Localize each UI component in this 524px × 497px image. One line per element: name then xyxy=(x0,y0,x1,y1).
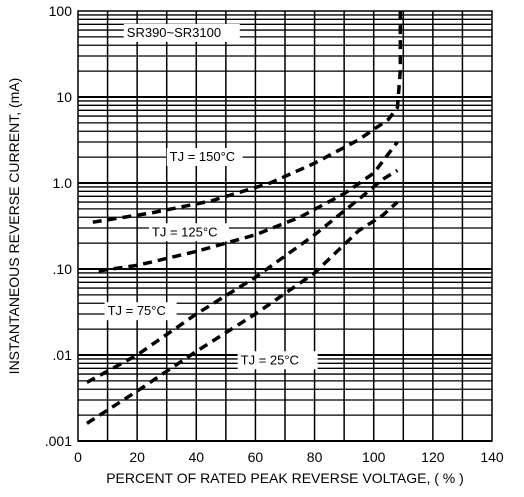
y-tick-label: .001 xyxy=(45,433,72,449)
y-tick-label: 10 xyxy=(56,89,72,105)
x-tick-label: 140 xyxy=(480,449,504,465)
series-label: TJ = 75°C xyxy=(108,303,166,318)
series-label: TJ = 150°C xyxy=(170,149,236,164)
x-tick-label: 20 xyxy=(129,449,145,465)
x-tick-label: 40 xyxy=(188,449,204,465)
tick-labels: 0 20 40 60 80 100 120 140 .001 .01 .10 1.0 10 100 xyxy=(45,3,504,465)
x-tick-label: 80 xyxy=(307,449,323,465)
grid xyxy=(78,11,492,441)
y-tick-label: 100 xyxy=(49,3,73,19)
y-axis-label: INSTANTANEOUS REVERSE CURRENT, (mA) xyxy=(6,78,22,375)
y-tick-label: 1.0 xyxy=(53,175,73,191)
x-tick-label: 0 xyxy=(74,449,82,465)
x-tick-label: 120 xyxy=(421,449,445,465)
x-axis-label: PERCENT OF RATED PEAK REVERSE VOLTAGE, (… xyxy=(106,470,464,486)
series-label: TJ = 125°C xyxy=(152,224,218,239)
series-line xyxy=(99,142,398,271)
x-tick-label: 100 xyxy=(362,449,386,465)
series-label: TJ = 25°C xyxy=(241,352,299,367)
x-tick-label: 60 xyxy=(248,449,264,465)
device-annotation: SR390~SR3100 xyxy=(127,25,221,40)
y-tick-label: .01 xyxy=(53,347,73,363)
y-tick-label: .10 xyxy=(53,261,73,277)
